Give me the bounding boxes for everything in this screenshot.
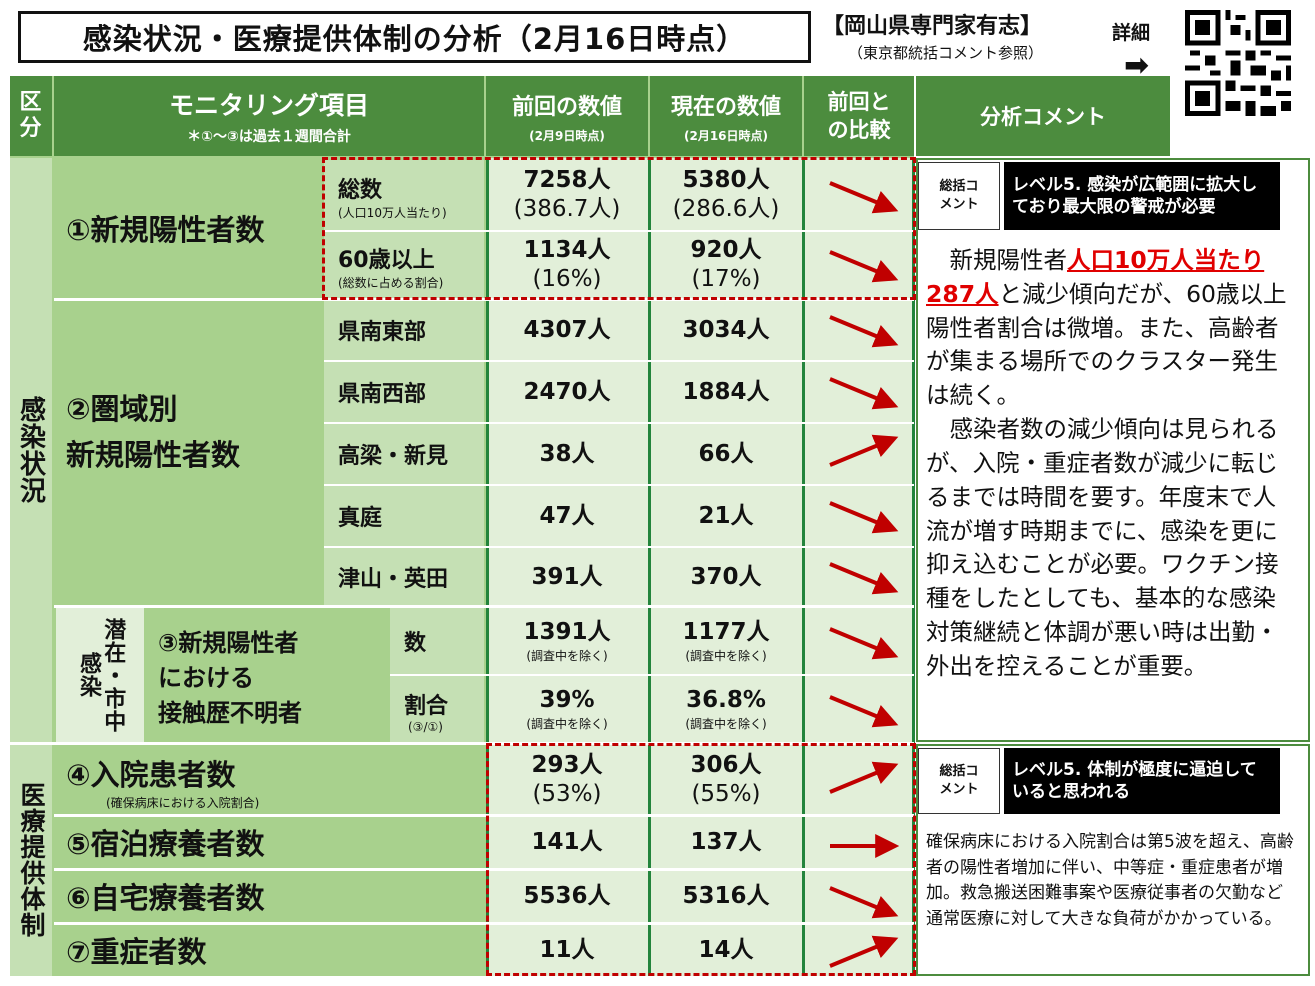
row-divider — [324, 422, 914, 424]
row-divider — [324, 546, 914, 548]
trend-arrow-down-icon — [829, 886, 899, 919]
highlight-box-medical — [486, 743, 916, 976]
row-divider — [324, 484, 914, 486]
r6-curr: 5316人 — [682, 882, 770, 909]
r5-prev: 141人 — [531, 828, 603, 855]
trend-arrow-down-icon — [829, 562, 899, 595]
trend-arrow-down-icon — [829, 250, 899, 283]
row-divider — [10, 742, 914, 745]
grid-line — [912, 158, 915, 976]
r3b-curr: 36.8% (調査中を除く) — [685, 687, 767, 731]
header-item: モニタリング項目 ＊①～③は過去１週間合計 — [54, 76, 484, 156]
item-new-positives: ①新規陽性者数 — [54, 158, 322, 298]
section-infection: 感染状況 — [10, 158, 52, 742]
r1a-prev: 7258人 (386.7人) — [513, 167, 621, 222]
trend-arrow-down-icon — [829, 627, 899, 660]
r5-curr: 137人 — [690, 828, 762, 855]
area-label-0: 県南東部 — [324, 300, 484, 360]
item-home: ⑥自宅療養者数 — [54, 870, 484, 922]
sublabel-over60: 60歳以上 (総数に占める割合) — [324, 232, 484, 298]
grid-line — [648, 158, 651, 976]
detail-label: 詳細 — [1112, 22, 1151, 44]
trend-arrow-down-icon — [829, 181, 899, 214]
expert-note: （東京都統括コメント参照） — [848, 44, 1044, 62]
item-unknown-contact: ③新規陽性者 における 接触歴不明者 — [146, 608, 388, 742]
row-divider — [54, 922, 914, 925]
summary-label-medical: 総括コメント — [918, 748, 1000, 814]
area-label-3: 真庭 — [324, 486, 484, 546]
item-severe: ⑦重症者数 — [54, 924, 484, 976]
r7-curr: 14人 — [698, 936, 754, 963]
r3a-prev: 1391人 (調査中を除く) — [523, 619, 611, 663]
r6-prev: 5536人 — [523, 882, 611, 909]
header-analysis: 分析コメント — [916, 76, 1170, 156]
grid-line — [486, 158, 489, 976]
item-hotel: ⑤宿泊療養者数 — [54, 816, 484, 868]
sublabel-count: 数 — [390, 608, 484, 674]
header-compare: 前回との比較 — [804, 76, 914, 156]
area-curr-1: 1884人 — [682, 378, 770, 405]
r1a-curr: 5380人 (286.6人) — [672, 167, 780, 222]
qr-code-icon[interactable] — [1185, 10, 1291, 116]
expert-label: 【岡山県専門家有志】 — [822, 14, 1043, 39]
r1b-curr: 920人 (17%) — [690, 237, 762, 292]
values-background — [486, 158, 914, 976]
trend-arrows — [829, 181, 900, 968]
header-prev: 前回の数値 (2月9日時点) — [486, 76, 648, 156]
sublabel-ratio: 割合 (③/①) — [390, 676, 484, 742]
analysis-comment-infection: 新規陽性者人口10万人当たり287人と減少傾向だが、60歳以上陽性者割合は微増。… — [926, 246, 1287, 680]
row-divider — [54, 868, 914, 871]
r4-prev: 293人 (53%) — [531, 752, 603, 807]
item-area-positives: ②圏域別 新規陽性者数 — [54, 300, 322, 606]
area-label-1: 県南西部 — [324, 362, 484, 422]
item-inpatients: ④入院患者数 (確保病床における入院割合) — [54, 744, 484, 814]
area-prev-1: 2470人 — [523, 378, 611, 405]
trend-arrow-up-icon — [829, 761, 899, 794]
r4-curr: 306人 (55%) — [690, 752, 762, 807]
trend-arrow-down-icon — [829, 315, 899, 348]
trend-arrow-down-icon — [829, 501, 899, 534]
level-infection: レベル5. 感染が広範囲に拡大しており最大限の警戒が必要 — [1004, 162, 1280, 230]
section-medical: 医療提供体制 — [10, 744, 52, 976]
header-curr: 現在の数値 (2月16日時点) — [650, 76, 802, 156]
trend-arrow-down-icon — [829, 695, 899, 728]
area-label-4: 津山・英田 — [324, 548, 484, 606]
r3b-prev: 39% (調査中を除く) — [526, 687, 608, 731]
summary-label-infection: 総括コメント — [918, 162, 1000, 230]
trend-arrow-up-icon — [829, 434, 899, 467]
r3a-curr: 1177人 (調査中を除く) — [682, 619, 770, 663]
area-curr-0: 3034人 — [682, 316, 770, 343]
row-divider — [54, 814, 914, 817]
area-prev-2: 38人 — [539, 440, 595, 467]
r1b-prev: 1134人 (16%) — [523, 237, 611, 292]
section-latent: 潜在・市中感染 — [56, 608, 144, 742]
area-label-2: 高梁・新見 — [324, 424, 484, 484]
area-curr-2: 66人 — [698, 440, 754, 467]
analysis-background — [916, 158, 1310, 742]
area-prev-4: 391人 — [531, 563, 603, 590]
row-divider — [390, 674, 914, 676]
area-prev-0: 4307人 — [523, 316, 611, 343]
r7-prev: 11人 — [539, 936, 595, 963]
grid-line — [802, 158, 805, 976]
sublabel-total: 総数 (人口10万人当たり) — [324, 160, 484, 230]
trend-arrow-up-icon — [829, 935, 899, 968]
level-medical: レベル5. 体制が極度に逼迫していると思われる — [1004, 748, 1280, 814]
page-title: 感染状況・医療提供体制の分析（2月16日時点） — [18, 11, 811, 63]
analysis-comment-medical: 確保病床における入院割合は第5波を超え、高齢者の陽性者増加に伴い、中等症・重症患… — [926, 832, 1294, 929]
header-category: 区分 — [10, 76, 52, 156]
area-curr-4: 370人 — [690, 563, 762, 590]
area-prev-3: 47人 — [539, 502, 595, 529]
row-divider — [54, 605, 914, 608]
highlight-box-new-positives — [322, 157, 916, 300]
area-curr-3: 21人 — [698, 502, 754, 529]
row-divider — [324, 360, 914, 362]
trend-arrow-down-icon — [829, 377, 899, 410]
row-divider — [324, 230, 914, 232]
